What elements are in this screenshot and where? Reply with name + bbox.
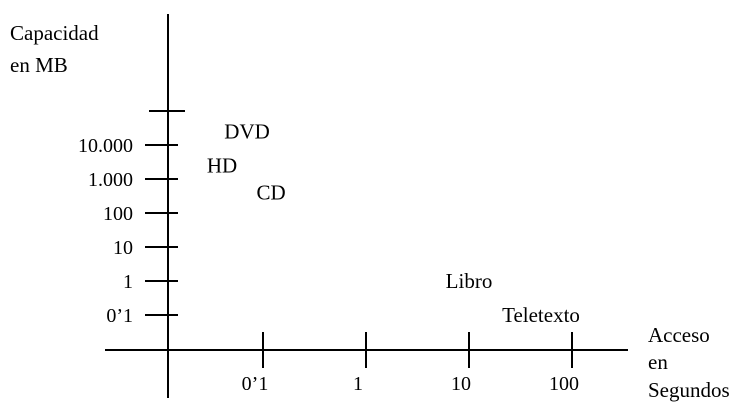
y-axis-title-line1: Capacidad xyxy=(10,21,99,45)
point-label: Libro xyxy=(446,269,493,293)
x-tick-label: 100 xyxy=(549,373,579,395)
x-axis-title-line3: Segundos xyxy=(648,378,730,402)
x-tick-label: 10 xyxy=(451,373,471,395)
y-tick-label: 10.000 xyxy=(78,135,133,157)
y-tick-label: 0’1 xyxy=(106,305,133,327)
x-tick-label: 1 xyxy=(353,373,363,395)
y-tick-label: 1 xyxy=(123,271,133,293)
data-points: DVD HD CD Libro Teletexto xyxy=(207,119,580,327)
point-label: HD xyxy=(207,153,237,177)
y-axis-title-line2: en MB xyxy=(10,53,68,77)
y-ticks: 0’1 1 10 100 1.000 10.000 xyxy=(78,110,185,327)
y-tick-label: 100 xyxy=(103,203,133,225)
y-tick-label: 10 xyxy=(113,237,133,259)
point-label: Teletexto xyxy=(502,303,580,327)
x-axis-title-line1: Acceso xyxy=(648,323,710,347)
point-label: CD xyxy=(257,181,286,205)
x-tick-label: 0’1 xyxy=(242,373,269,395)
x-ticks: 0’1 1 10 100 xyxy=(242,332,579,395)
point-label: DVD xyxy=(224,119,270,143)
x-axis-title-line2: en xyxy=(648,350,668,374)
y-tick-label: 1.000 xyxy=(88,169,133,191)
